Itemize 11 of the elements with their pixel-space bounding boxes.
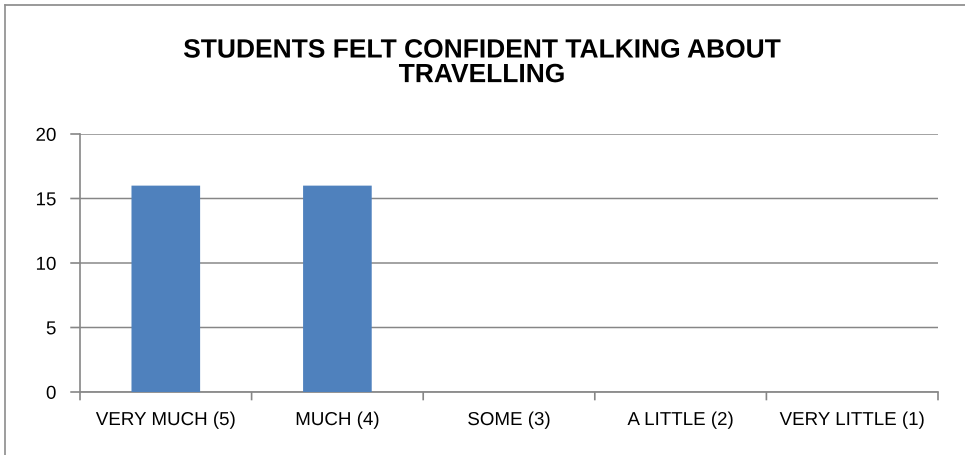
x-tick-label: SOME (3) [468, 411, 550, 429]
x-tick-label: A LITTLE (2) [628, 411, 733, 429]
y-tick-label: 0 [46, 386, 56, 399]
y-tick-label: 20 [36, 128, 56, 141]
chart-title: STUDENTS FELT CONFIDENT TALKING ABOUT TRAVELLING [184, 39, 781, 82]
y-tick-label: 15 [36, 192, 56, 206]
y-tick-label: 5 [46, 321, 56, 334]
x-tick-label: MUCH (4) [296, 411, 378, 429]
x-tick-label: VERY LITTLE (1) [780, 411, 924, 429]
y-tick-label: 10 [36, 256, 56, 270]
x-tick-label: VERY MUCH (5) [96, 411, 235, 429]
